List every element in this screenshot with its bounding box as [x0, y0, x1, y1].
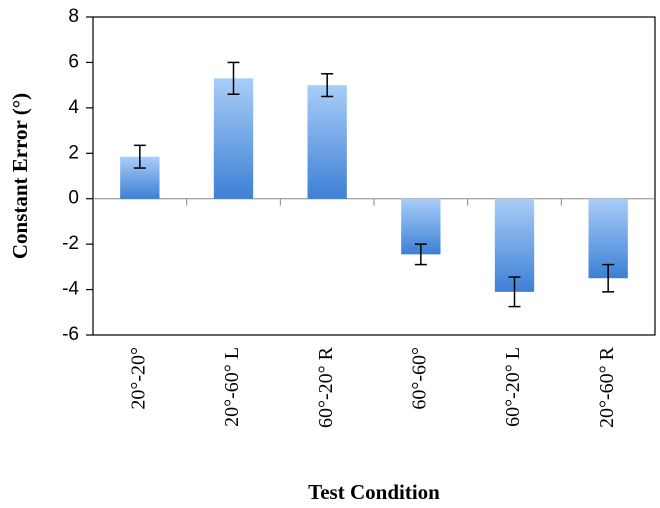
y-tick-label: -6 — [62, 324, 79, 345]
x-tick-label: 60°-60° — [408, 347, 430, 410]
y-tick-label: 8 — [68, 6, 79, 27]
bar — [307, 85, 347, 199]
y-tick-label: 6 — [68, 51, 79, 72]
y-tick-label: -2 — [62, 233, 79, 254]
x-axis-title: Test Condition — [308, 480, 440, 504]
x-tick-label: 60°-20° R — [315, 346, 337, 428]
x-tick-label: 20°-20° — [127, 347, 149, 410]
y-axis-title: Constant Error (°) — [8, 93, 32, 259]
y-tick-label: 4 — [68, 97, 79, 118]
plot-frame — [92, 16, 656, 336]
bar — [213, 78, 254, 199]
y-tick-label: 2 — [68, 142, 79, 163]
x-tick-label: 60°-20° L — [502, 347, 524, 427]
y-tick-label: -4 — [62, 279, 79, 300]
y-tick-label: 0 — [68, 188, 79, 209]
x-tick-label: 20°-60° L — [221, 347, 243, 427]
x-tick-label: 20°-60° R — [596, 346, 618, 428]
bar — [494, 198, 535, 292]
